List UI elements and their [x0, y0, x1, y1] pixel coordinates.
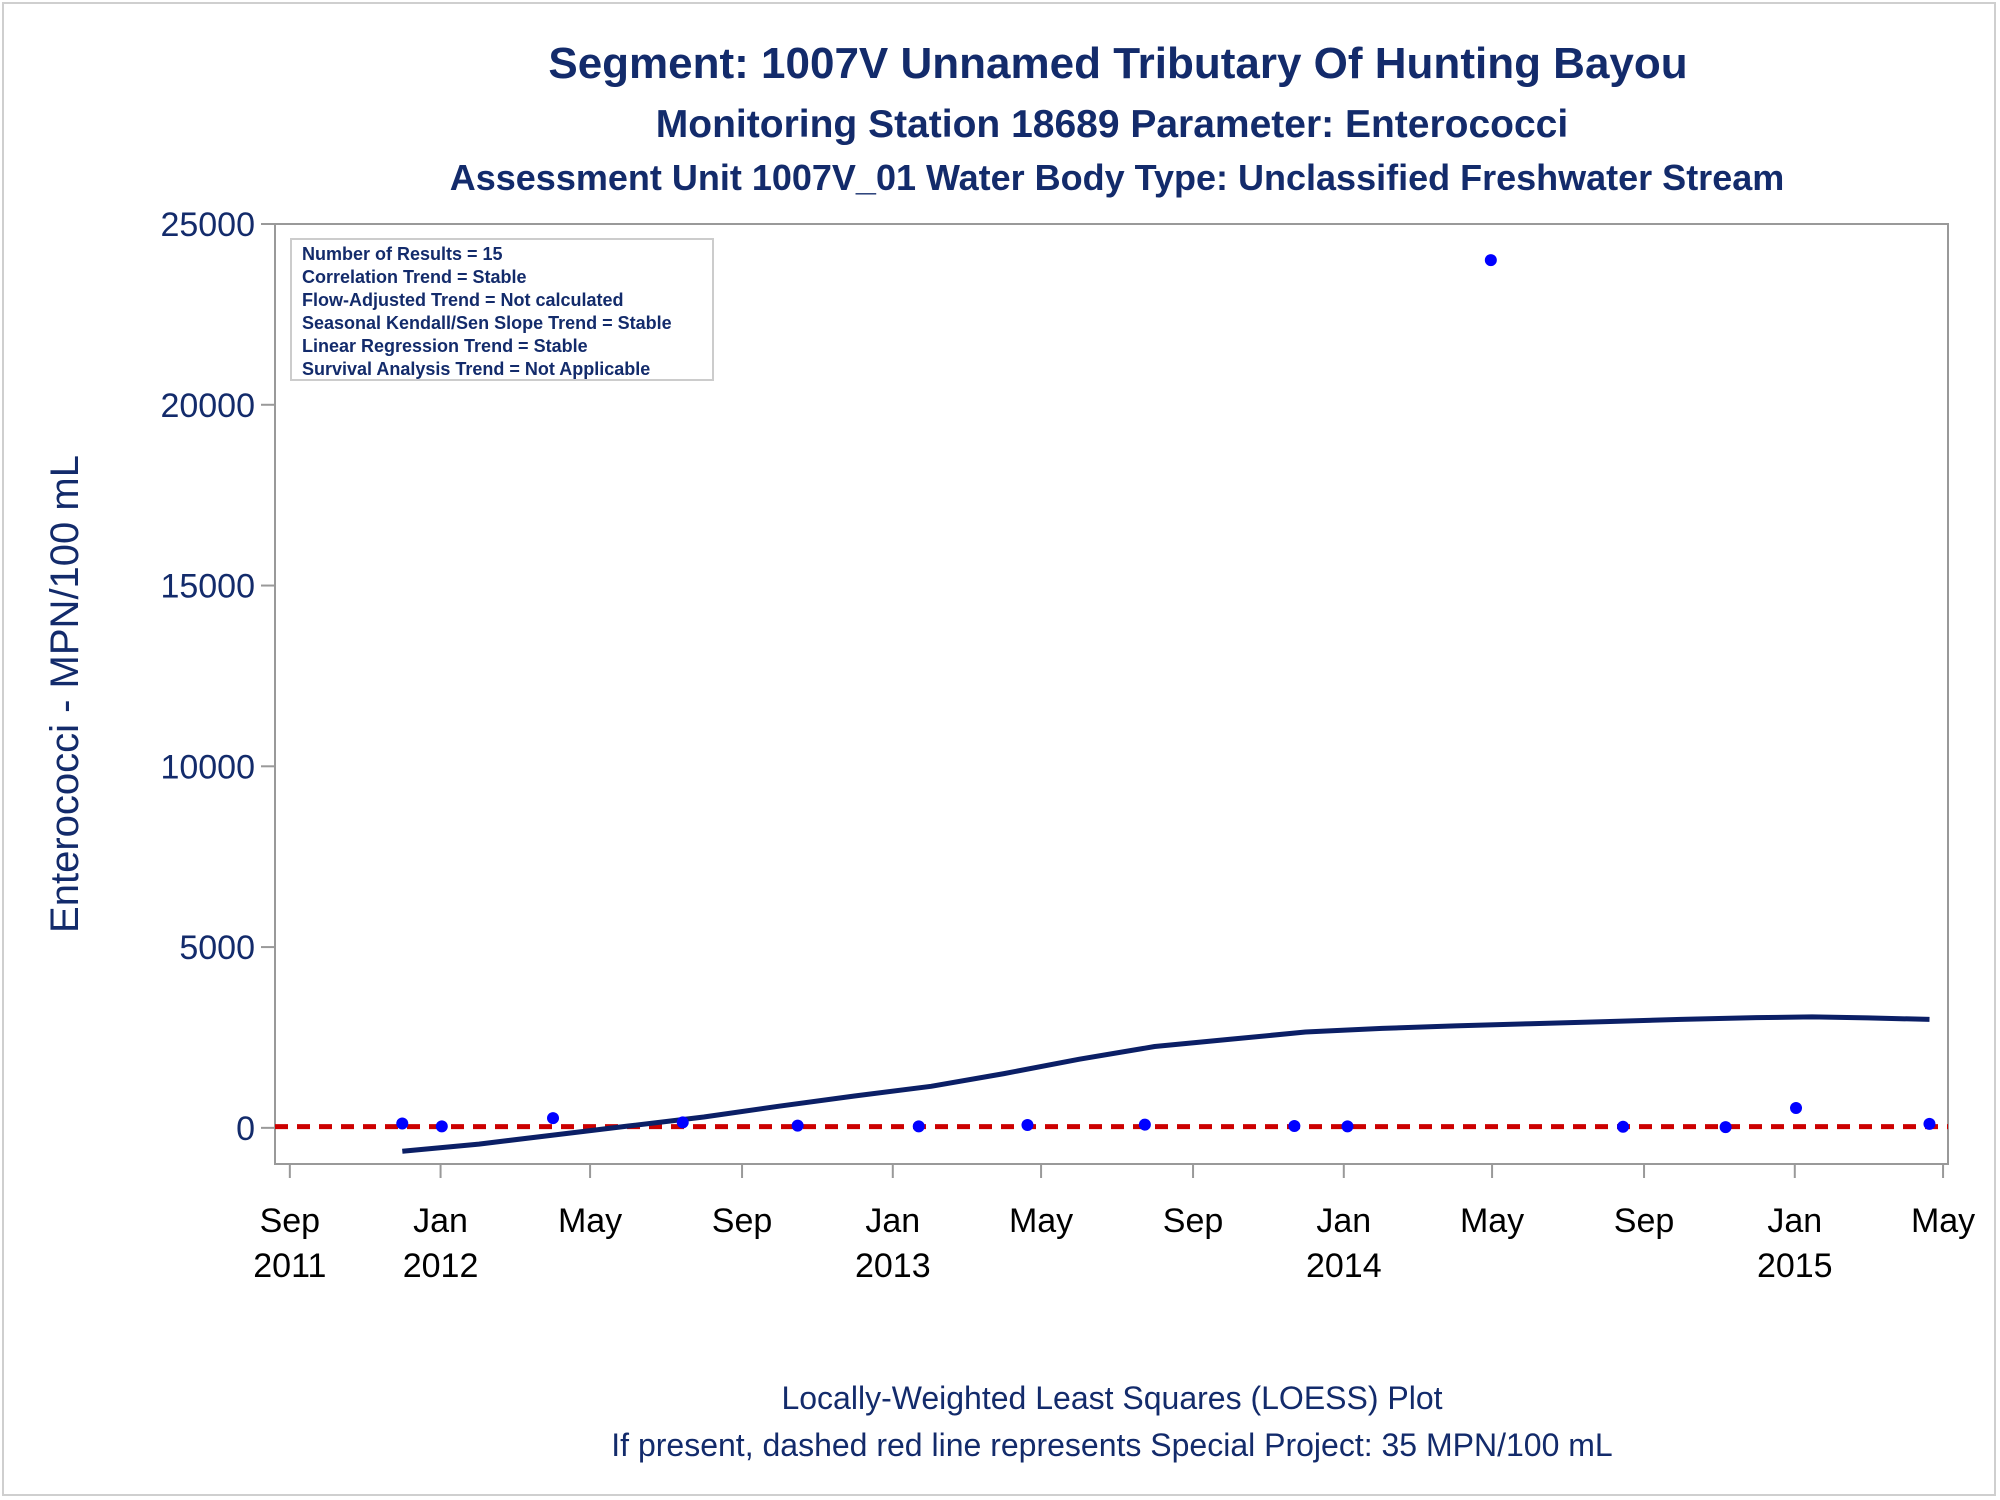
x-tick-label: May [1911, 1202, 1975, 1240]
loess-line [402, 1014, 1930, 1154]
data-point [1617, 1120, 1630, 1133]
points-layer [396, 254, 1936, 1134]
x-tick-year-label: 2013 [855, 1247, 931, 1285]
stats-text: Number of Results = 15 Correlation Trend … [302, 244, 672, 379]
stats-line: Number of Results = 15 [302, 244, 503, 264]
x-tick-label: Sep [260, 1202, 321, 1240]
footnote-1: Locally-Weighted Least Squares (LOESS) P… [781, 1380, 1442, 1416]
data-point [396, 1117, 409, 1130]
x-tick-label: May [558, 1202, 622, 1240]
stats-box [290, 238, 714, 381]
stats-line: Survival Analysis Trend = Not Applicable [302, 359, 650, 379]
x-tick-label: Jan [865, 1202, 920, 1240]
x-tick-year-label: 2014 [1306, 1247, 1382, 1285]
y-tick-label: 20000 [160, 387, 255, 425]
stats-line: Flow-Adjusted Trend = Not calculated [302, 290, 624, 310]
x-tick-label: May [1460, 1202, 1524, 1240]
stats-line: Seasonal Kendall/Sen Slope Trend = Stabl… [302, 313, 672, 333]
data-point [912, 1120, 925, 1133]
stats-line: Linear Regression Trend = Stable [302, 336, 588, 356]
y-tick-label: 0 [236, 1110, 255, 1148]
loess-layer [402, 1014, 1930, 1154]
y-tick-label: 15000 [160, 568, 255, 606]
data-point [435, 1120, 448, 1133]
chart-subtitle: Monitoring Station 18689 Parameter: Ente… [656, 103, 1568, 146]
data-point [1288, 1120, 1301, 1133]
y-tick-label: 25000 [160, 206, 255, 244]
data-point [1138, 1118, 1151, 1131]
x-tick-label: Sep [712, 1202, 773, 1240]
data-point [547, 1112, 560, 1125]
chart-title: Segment: 1007V Unnamed Tributary Of Hunt… [548, 39, 1687, 88]
chart-subtitle-2: Assessment Unit 1007V_01 Water Body Type… [450, 157, 1785, 198]
data-point [1484, 254, 1497, 267]
x-tick-label: Jan [1767, 1202, 1822, 1240]
x-tick-label: Sep [1163, 1202, 1224, 1240]
data-point [1790, 1101, 1803, 1114]
x-tick-label: Jan [413, 1202, 468, 1240]
y-axis: 0 5000 10000 15000 20000 25000 [160, 206, 275, 1148]
x-tick-label: May [1009, 1202, 1073, 1240]
x-tick-year-label: 2011 [253, 1247, 326, 1285]
data-point [1021, 1118, 1034, 1131]
x-tick-label: Jan [1316, 1202, 1371, 1240]
data-point [1923, 1117, 1936, 1130]
x-axis: Sep 2011 Jan 2012 May Sep Jan 2013 May Sep Jan 2014… [253, 1164, 1975, 1285]
y-tick-label: 5000 [179, 929, 255, 967]
y-axis-label: Enterococci - MPN/100 mL [43, 455, 87, 933]
stats-line: Correlation Trend = Stable [302, 267, 527, 287]
x-tick-year-label: 2015 [1757, 1247, 1833, 1285]
data-point [791, 1119, 804, 1132]
data-point [1341, 1120, 1354, 1133]
y-tick-label: 10000 [160, 748, 255, 786]
data-point [1719, 1121, 1732, 1134]
footnote-2: If present, dashed red line represents S… [611, 1427, 1612, 1463]
x-tick-year-label: 2012 [403, 1247, 479, 1285]
x-tick-label: Sep [1614, 1202, 1675, 1240]
data-point [676, 1116, 689, 1129]
